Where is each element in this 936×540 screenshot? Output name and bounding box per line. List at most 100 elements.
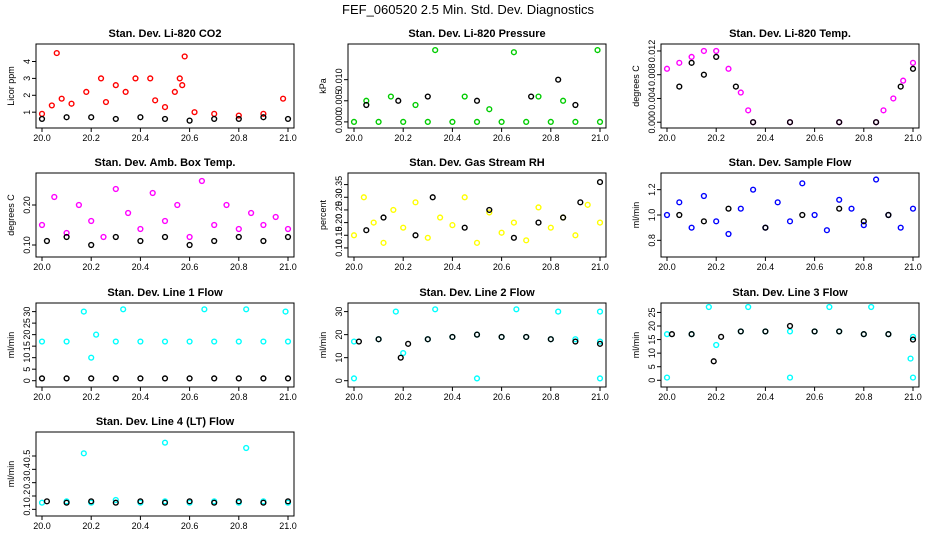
data-point (360, 194, 367, 201)
series-red (38, 49, 287, 119)
data-point (387, 93, 395, 100)
data-point (486, 106, 493, 113)
data-point (555, 308, 562, 315)
x-tick-label: 20.8 (230, 262, 248, 272)
data-point (112, 499, 119, 506)
data-point (498, 229, 505, 236)
data-point (424, 234, 431, 241)
data-point (786, 322, 794, 330)
data-point (449, 333, 456, 341)
data-point (547, 224, 554, 231)
data-point (88, 375, 95, 382)
data-point (510, 219, 518, 226)
data-point (473, 239, 481, 246)
data-point (498, 333, 505, 341)
series-black (363, 76, 579, 109)
y-tick-label: 20 (334, 330, 344, 340)
x-tick-label: 20.2 (82, 521, 100, 531)
data-point (890, 95, 897, 102)
y-tick-label: 3 (22, 76, 32, 81)
x-tick-label: 21.0 (591, 262, 609, 272)
series-black (38, 114, 292, 124)
data-point (260, 110, 267, 117)
data-point (424, 336, 431, 343)
data-point (400, 224, 407, 231)
data-point (725, 230, 732, 238)
data-point (473, 331, 481, 338)
data-point (186, 117, 193, 124)
data-point (171, 88, 178, 96)
data-point (201, 306, 208, 313)
x-tick-label: 20.0 (345, 133, 363, 143)
plot-frame (35, 43, 295, 129)
data-point (63, 233, 70, 241)
data-point (885, 331, 892, 338)
data-point (528, 93, 535, 100)
data-point (486, 206, 493, 214)
data-point (370, 219, 377, 226)
y-tick-label: 0.010 (334, 68, 344, 91)
data-point (885, 211, 892, 219)
x-tick-label: 20.0 (658, 262, 676, 272)
series-black (38, 375, 292, 382)
data-point (836, 196, 843, 203)
data-point (700, 47, 708, 55)
x-tick-label: 20.4 (444, 262, 462, 272)
data-point (63, 114, 70, 121)
data-point (700, 218, 708, 225)
series-cyan (663, 303, 917, 381)
panel-3: Stan. Dev. Li-820 Temp. 20.0 20.2 20.4 20.6 2… (631, 28, 922, 143)
series-cyan (350, 306, 604, 382)
data-point (786, 218, 794, 225)
data-point (284, 375, 292, 382)
x-tick-label: 20.4 (757, 392, 775, 402)
y-axis-label: kPa (318, 78, 328, 94)
data-point (663, 65, 671, 72)
data-point (355, 338, 363, 345)
data-point (161, 115, 169, 123)
data-point (186, 338, 193, 345)
data-point (243, 444, 250, 452)
data-point (449, 118, 456, 125)
data-point (83, 88, 90, 96)
x-tick-label: 20.2 (82, 133, 100, 143)
data-point (749, 186, 757, 193)
x-tick-label: 20.6 (493, 262, 511, 272)
x-tick-label: 20.6 (806, 133, 824, 143)
data-point (176, 75, 183, 82)
data-point (186, 241, 193, 249)
plot-frame (660, 43, 920, 129)
y-axis-label: ml/min (318, 332, 328, 359)
data-point (395, 97, 402, 104)
data-point (63, 338, 70, 345)
y-tick-label: 0.15 (334, 227, 344, 245)
x-tick-label: 20.0 (658, 392, 676, 402)
data-point (826, 303, 833, 311)
data-point (400, 118, 407, 125)
panel-7: Stan. Dev. Line 1 Flow 20.0 20.2 20.4 20.6 20… (6, 287, 297, 402)
y-tick-label: 0 (647, 378, 657, 383)
x-tick-label: 20.6 (181, 262, 199, 272)
data-point (122, 88, 129, 96)
y-tick-label: 30 (334, 307, 344, 317)
data-point (38, 115, 46, 123)
data-point (63, 499, 70, 506)
y-tick-label: 10 (647, 348, 657, 358)
x-tick-label: 21.0 (279, 262, 297, 272)
data-point (235, 115, 242, 123)
x-tick-label: 20.6 (493, 133, 511, 143)
data-point (191, 109, 198, 116)
data-point (799, 180, 806, 187)
data-point (363, 227, 370, 234)
y-tick-label: 0.012 (647, 40, 657, 63)
data-point (663, 211, 671, 219)
data-point (235, 498, 242, 505)
data-point (260, 237, 267, 245)
data-point (284, 338, 292, 345)
data-point (555, 76, 562, 83)
data-point (211, 375, 218, 382)
data-point (676, 199, 683, 206)
y-tick-label: 0.000 (334, 111, 344, 134)
y-axis-label: degrees C (6, 194, 16, 236)
y-tick-label: 0.20 (22, 196, 32, 214)
